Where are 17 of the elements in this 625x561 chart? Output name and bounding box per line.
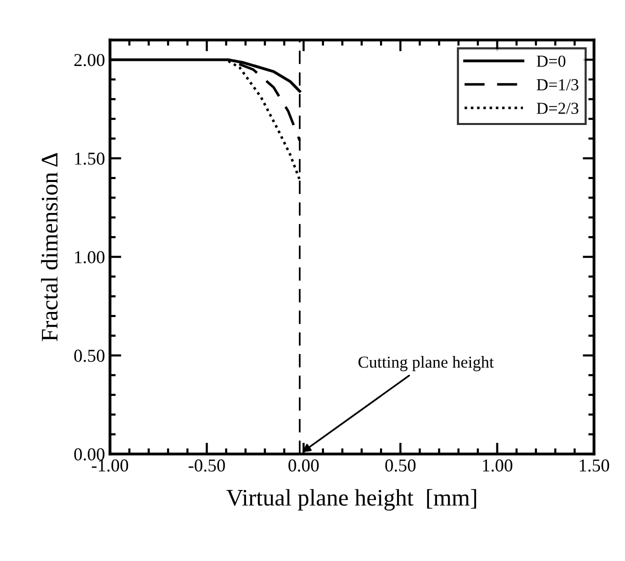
legend-label: D=2/3: [536, 102, 578, 114]
x-tick-label: 0.50: [385, 459, 416, 472]
x-tick-label: -1.00: [92, 459, 128, 472]
legend-label: D=1/3: [536, 79, 578, 90]
x-tick-label: -0.50: [188, 459, 225, 472]
y-tick-label: 1.50: [75, 152, 104, 165]
y-axis-title: Fractal dimension Δ: [41, 153, 58, 342]
y-tick-label: 0.50: [74, 350, 104, 362]
legend-label: D=0: [536, 56, 566, 67]
annotation: Cutting plane height: [358, 356, 494, 372]
x-axis-title: Virtual plane height [mm]: [226, 489, 476, 511]
x-tick-label: 0.00: [288, 459, 319, 472]
y-tick-label: 1.00: [75, 251, 104, 264]
y-tick-label: 2.00: [74, 54, 104, 66]
y-tick-label: 0.00: [74, 448, 104, 461]
x-tick-label: 1.50: [580, 459, 610, 472]
x-tick-label: 1.00: [482, 459, 512, 472]
